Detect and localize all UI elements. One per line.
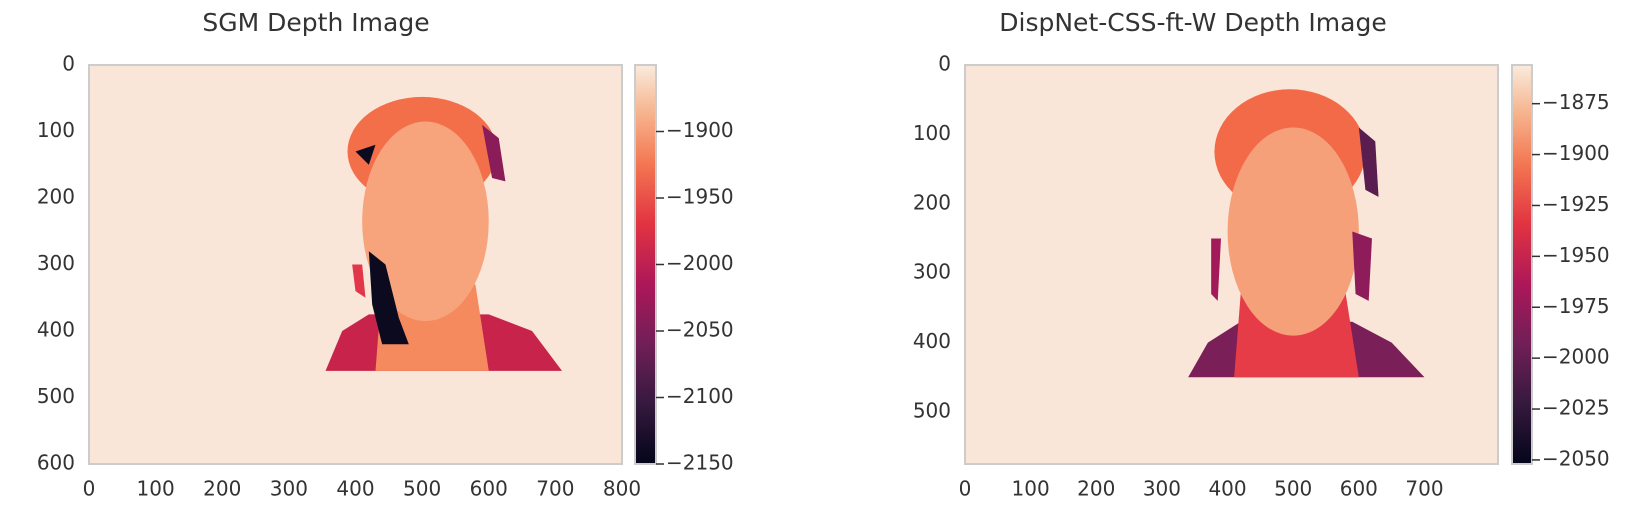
colorbar-tick-label: −2025 xyxy=(1542,396,1610,420)
y-tick-label: 600 xyxy=(37,451,75,475)
colorbar xyxy=(634,64,657,465)
depth-region xyxy=(355,144,376,165)
x-tick-label: 300 xyxy=(270,477,308,501)
colorbar-tick-label: −1950 xyxy=(666,185,734,209)
x-tick-label: 0 xyxy=(83,477,96,501)
colorbar-tick-label: −1900 xyxy=(1542,141,1610,165)
colorbar-tick-label: −2150 xyxy=(666,451,734,475)
depth-region xyxy=(362,121,489,322)
x-tick-label: 400 xyxy=(1208,477,1246,501)
x-tick-label: 600 xyxy=(470,477,508,501)
colorbar-tick-label: −2100 xyxy=(666,384,734,408)
y-tick-label: 100 xyxy=(913,121,951,145)
colorbar-tick-label: −2000 xyxy=(666,251,734,275)
x-tick-label: 500 xyxy=(1274,477,1312,501)
colorbar-tick-label: −1975 xyxy=(1542,294,1610,318)
depth-region xyxy=(1352,231,1372,301)
y-tick-label: 200 xyxy=(913,190,951,214)
x-tick-label: 0 xyxy=(959,477,972,501)
y-tick-label: 0 xyxy=(62,52,75,76)
depth-region xyxy=(1227,127,1359,336)
x-tick-label: 500 xyxy=(403,477,441,501)
colorbar-tick-label: −1950 xyxy=(1542,243,1610,267)
x-tick-label: 700 xyxy=(536,477,574,501)
y-tick-label: 400 xyxy=(913,329,951,353)
x-tick-label: 100 xyxy=(137,477,175,501)
chart-title: DispNet-CSS-ft-W Depth Image xyxy=(999,8,1386,37)
colorbar-tick-label: −1925 xyxy=(1542,192,1610,216)
x-tick-label: 600 xyxy=(1340,477,1378,501)
colorbar-tick-label: −1900 xyxy=(666,118,734,142)
axes-frame xyxy=(88,64,623,465)
y-tick-label: 500 xyxy=(913,398,951,422)
x-tick-label: 400 xyxy=(336,477,374,501)
colorbar-tick-label: −2050 xyxy=(666,318,734,342)
depth-region xyxy=(352,264,366,298)
x-tick-label: 200 xyxy=(203,477,241,501)
x-tick-label: 700 xyxy=(1405,477,1443,501)
x-tick-label: 100 xyxy=(1012,477,1050,501)
y-tick-label: 0 xyxy=(938,52,951,76)
depth-region xyxy=(1211,238,1221,301)
image-area xyxy=(965,65,1498,464)
depth-region xyxy=(482,124,506,182)
y-tick-label: 300 xyxy=(37,251,75,275)
depth-region xyxy=(1358,127,1379,197)
colorbar-tick-label: −2000 xyxy=(1542,345,1610,369)
depth-region xyxy=(368,251,409,345)
colorbar-tick-label: −1875 xyxy=(1542,90,1610,114)
image-area xyxy=(89,65,622,464)
y-tick-label: 400 xyxy=(37,318,75,342)
y-tick-label: 100 xyxy=(37,118,75,142)
axes-frame xyxy=(964,64,1499,465)
x-tick-label: 800 xyxy=(603,477,641,501)
chart-title: SGM Depth Image xyxy=(202,8,429,37)
x-tick-label: 300 xyxy=(1143,477,1181,501)
colorbar-tick-label: −2050 xyxy=(1542,446,1610,470)
y-tick-label: 500 xyxy=(37,384,75,408)
y-tick-label: 300 xyxy=(913,260,951,284)
x-tick-label: 200 xyxy=(1077,477,1115,501)
colorbar xyxy=(1511,64,1533,465)
y-tick-label: 200 xyxy=(37,185,75,209)
